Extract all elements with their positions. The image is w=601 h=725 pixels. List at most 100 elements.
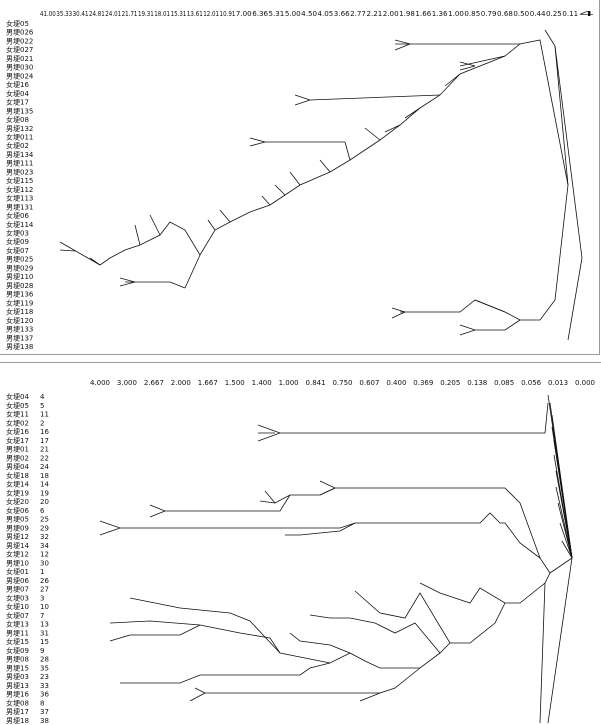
branch [561, 540, 573, 559]
scale-tick-label: 1.667 [198, 379, 218, 387]
leaf-label: 男埂05 [6, 515, 29, 524]
branch [59, 249, 76, 252]
leaf-label: 男埂111 [6, 159, 33, 168]
scale-tick-label: 0.79 [481, 10, 497, 18]
leaf-label: 女埂02 [6, 418, 29, 427]
leaf-label: 女埂03 [6, 229, 29, 238]
scale-tick-label: 0.085 [494, 379, 514, 387]
branch [459, 329, 476, 336]
leaf-label: 女埂12 [6, 550, 29, 559]
branch [459, 61, 476, 67]
branch [109, 620, 281, 654]
branch [274, 184, 286, 196]
scale-tick-label: 41.00 [40, 10, 56, 18]
branch [555, 470, 573, 559]
leaf-code: 26 [40, 577, 49, 585]
leaf-label: 女埂114 [6, 220, 34, 229]
scale-tick-label: 13.61 [187, 10, 203, 18]
leaf-label: 女埂119 [6, 298, 33, 307]
leaf-label: 女埂06 [6, 211, 29, 220]
leaf-code: 18 [40, 472, 49, 480]
scale-tick-label: 18.01 [154, 10, 170, 18]
leaf-code: 27 [40, 586, 49, 594]
branch [394, 43, 411, 51]
scale-tick-label: 1.36 [432, 10, 448, 18]
leaf-label: 女埂07 [6, 246, 29, 255]
branch [169, 281, 186, 289]
leaf-code: 5 [40, 402, 44, 410]
leaf-code: 6 [40, 507, 45, 515]
top-leaf-labels: 女埂05男埂026男埂022女埂027男埂021男埂030男埂024女埂16女埂… [6, 19, 34, 351]
leaf-label: 女埂20 [6, 497, 29, 506]
leaf-label: 女埂13 [6, 620, 29, 629]
leaf-label: 女埂08 [6, 115, 29, 124]
leaf-label: 男埂133 [6, 325, 33, 334]
dendrogram-bottom-svg: 4.000 3.000 2.667 2.000 1.667 1.500 1.400 1.000… [6, 379, 595, 725]
dendrogram-top-svg: 41.00 35.33 30.41 24.81 24.01 21.71 19.31 18.01… [6, 10, 596, 351]
leaf-label: 女埂15 [6, 637, 29, 646]
leaf-code: 9 [40, 647, 44, 655]
leaf-label: 男埂135 [6, 106, 33, 115]
branch [149, 510, 166, 518]
leaf-code: 23 [40, 673, 49, 681]
leaf-code: 14 [40, 481, 49, 489]
leaf-label: 女埂113 [6, 194, 33, 203]
leaf-label: 女埂04 [6, 89, 29, 98]
dendrogram-panel-bottom: 4.000 3.000 2.667 2.000 1.667 1.500 1.400 1.000… [0, 362, 601, 725]
leaf-code: 1 [40, 568, 44, 576]
leaf-code: 15 [40, 638, 49, 646]
scale-tick-label: 1.500 [225, 379, 245, 387]
branch [59, 241, 101, 266]
scale-tick-label: 2.77 [350, 10, 366, 18]
branch [119, 281, 136, 287]
leaf-label: 女埂112 [6, 185, 33, 194]
leaf-code: 35 [40, 664, 49, 672]
branch [549, 557, 573, 574]
scale-tick-label: 1.00 [448, 10, 464, 18]
leaf-label: 男埂15 [6, 663, 29, 672]
branch [553, 440, 573, 559]
leaf-label: 男埂134 [6, 150, 34, 159]
branch [289, 171, 301, 186]
leaf-label: 女埂05 [6, 19, 29, 28]
scale-tick-label: 2.000 [171, 379, 191, 387]
leaf-label: 女埂06 [6, 506, 29, 515]
leaf-label: 女埂14 [6, 480, 29, 489]
scale-tick-label: 4.000 [90, 379, 110, 387]
leaf-label: 女埂115 [6, 176, 33, 185]
scale-tick-label: 7.00 [236, 10, 252, 18]
leaf-label: 男埂137 [6, 333, 33, 342]
branch [99, 512, 541, 559]
branch [394, 39, 411, 45]
scale-tick-label: 15.31 [171, 10, 187, 18]
leaf-code: 12 [40, 551, 49, 559]
scale-tick-label: 4.05 [318, 10, 334, 18]
leaf-code: 2 [40, 419, 44, 427]
dendrogram-panel-top: 41.00 35.33 30.41 24.81 24.01 21.71 19.31 18.01… [0, 0, 600, 355]
leaf-label: 女埂10 [6, 602, 29, 611]
leaf-label: 男埂021 [6, 54, 33, 63]
leaf-code: 22 [40, 454, 49, 462]
branch [280, 402, 549, 434]
leaf-label: 男埂11 [6, 628, 29, 637]
scale-tick-label: 24.01 [105, 10, 121, 18]
branch [134, 224, 141, 246]
leaf-label: 男埂08 [6, 655, 29, 664]
scale-tick-label: 30.41 [73, 10, 89, 18]
scale-tick-label: 1.000 [279, 379, 299, 387]
branch [364, 127, 381, 141]
leaf-label: 男埂03 [6, 672, 29, 681]
leaf-code: 16 [40, 428, 49, 436]
leaf-label: 男埂022 [6, 36, 33, 45]
leaf-code: 28 [40, 656, 49, 664]
branch [109, 624, 201, 642]
top-tree-branches [59, 29, 583, 341]
scale-tick-label: 0.607 [359, 379, 379, 387]
scale-tick-label: 35.33 [56, 10, 72, 18]
branch [189, 692, 206, 702]
branch [257, 432, 281, 442]
leaf-label: 男埂025 [6, 255, 33, 264]
leaf-label: 女埂16 [6, 427, 29, 436]
leaf-code: 38 [40, 717, 49, 725]
leaf-label: 男埂13 [6, 681, 29, 690]
